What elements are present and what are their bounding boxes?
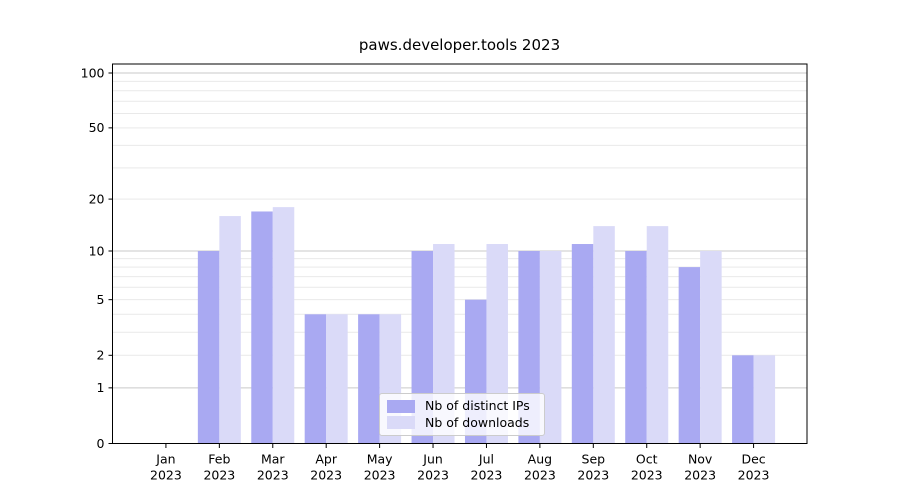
bar-feb-downloads (219, 216, 241, 444)
bar-oct-downloads (646, 226, 669, 444)
bar-feb-distinct-ips (197, 251, 220, 444)
bar-nov-downloads (700, 251, 722, 444)
x-tick-label-jul: Jul (478, 452, 494, 467)
x-tick-label-sep: Sep (582, 452, 606, 467)
bar-apr-distinct-ips (304, 314, 327, 444)
x-tick-year-apr: 2023 (310, 468, 342, 483)
bar-mar-downloads (272, 207, 295, 444)
x-tick-label-aug: Aug (528, 452, 552, 467)
x-tick-label-feb: Feb (208, 452, 230, 467)
bar-dec-downloads (753, 355, 776, 444)
x-tick-label-mar: Mar (261, 452, 285, 467)
x-tick-year-mar: 2023 (257, 468, 289, 483)
x-tick-year-nov: 2023 (684, 468, 716, 483)
x-tick-label-may: May (367, 452, 393, 467)
legend-item-downloads: Nb of downloads (387, 416, 537, 430)
bar-oct-distinct-ips (625, 251, 647, 444)
x-tick-year-sep: 2023 (577, 468, 609, 483)
x-tick-label-nov: Nov (688, 452, 713, 467)
x-tick-label-jan: Jan (155, 452, 175, 467)
legend-label-distinct-ips: Nb of distinct IPs (425, 398, 530, 414)
bar-sep-downloads (593, 226, 615, 444)
x-tick-year-oct: 2023 (631, 468, 663, 483)
legend-label-downloads: Nb of downloads (425, 415, 530, 431)
legend-swatch-distinct-ips (387, 399, 415, 413)
x-tick-label-oct: Oct (636, 452, 658, 467)
chart-title: paws.developer.tools 2023 (358, 36, 561, 54)
x-tick-year-jul: 2023 (471, 468, 503, 483)
bar-mar-distinct-ips (251, 211, 273, 444)
x-tick-year-may: 2023 (364, 468, 396, 483)
x-tick-label-jun: Jun (422, 452, 443, 467)
legend-swatch-downloads (387, 416, 415, 430)
bar-sep-distinct-ips (571, 244, 594, 444)
legend: Nb of distinct IPs Nb of downloads (379, 393, 545, 436)
y-tick-label-20: 20 (89, 191, 105, 206)
x-tick-year-jan: 2023 (150, 468, 182, 483)
x-tick-year-aug: 2023 (524, 468, 556, 483)
x-tick-year-dec: 2023 (738, 468, 770, 483)
bar-may-distinct-ips (358, 314, 380, 444)
y-tick-label-5: 5 (97, 292, 105, 307)
y-tick-label-50: 50 (89, 120, 105, 135)
y-tick-label-1: 1 (97, 380, 105, 395)
axes-spines (112, 63, 808, 444)
y-tick-label-10: 10 (89, 243, 105, 258)
x-tick-label-dec: Dec (741, 452, 765, 467)
x-tick-label-apr: Apr (315, 452, 337, 467)
bar-aug-downloads (539, 251, 562, 444)
x-tick-year-jun: 2023 (417, 468, 449, 483)
y-tick-label-100: 100 (81, 65, 105, 80)
bar-nov-distinct-ips (678, 267, 701, 444)
y-tick-label-2: 2 (97, 348, 105, 363)
legend-item-distinct-ips: Nb of distinct IPs (387, 399, 537, 413)
bar-dec-distinct-ips (732, 355, 754, 444)
x-tick-year-feb: 2023 (203, 468, 235, 483)
bar-apr-downloads (326, 314, 348, 444)
y-tick-label-0: 0 (97, 436, 105, 451)
